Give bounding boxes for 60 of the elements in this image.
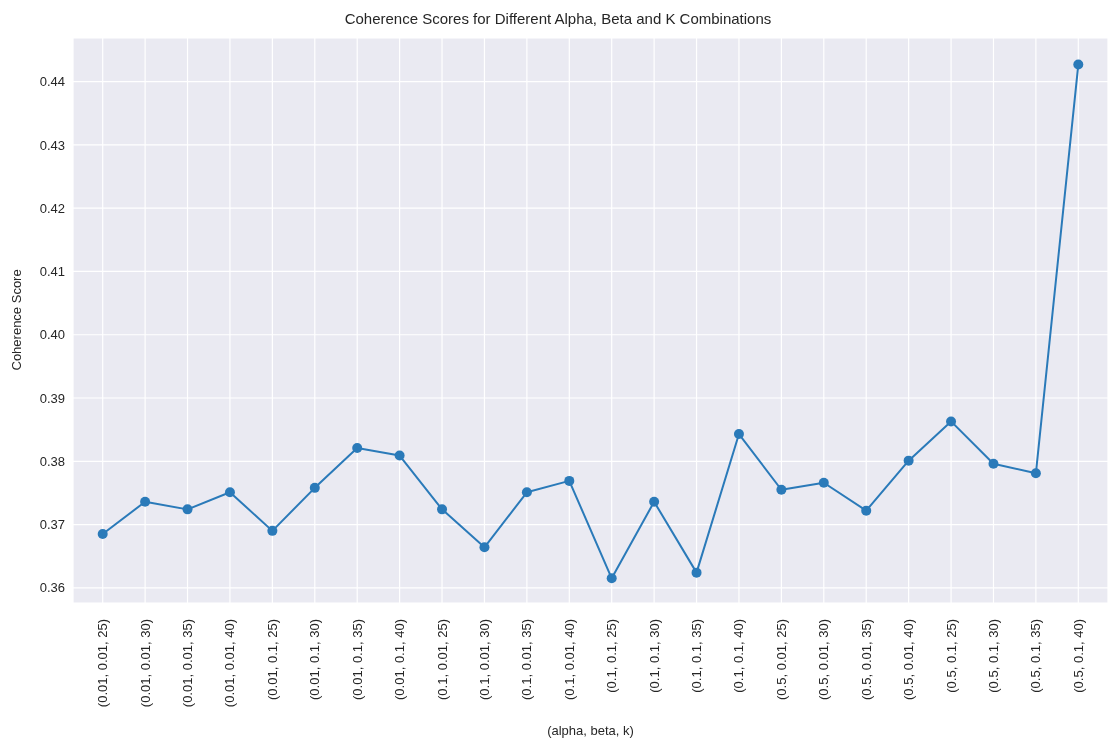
x-tick-label: (0.1, 0.01, 25) <box>434 619 450 700</box>
point <box>691 567 702 578</box>
x-tick-label: (0.5, 0.1, 40) <box>1070 619 1086 693</box>
chart-title: Coherence Scores for Different Alpha, Beta and K Combinations <box>343 9 773 29</box>
point <box>182 504 193 515</box>
point <box>988 458 999 469</box>
point <box>97 529 108 540</box>
point <box>606 573 617 584</box>
point <box>267 525 278 536</box>
x-tick-label: (0.01, 0.01, 30) <box>137 619 153 708</box>
point <box>437 504 448 515</box>
x-tick-label: (0.1, 0.1, 35) <box>689 619 705 693</box>
x-tick-label: (0.01, 0.01, 25) <box>95 619 111 708</box>
y-tick-label: 0.36 <box>39 580 65 596</box>
x-tick-label: (0.5, 0.01, 35) <box>858 619 874 700</box>
y-tick-label: 0.41 <box>39 264 65 280</box>
point <box>903 455 914 466</box>
x-tick-label: (0.1, 0.01, 30) <box>476 619 492 700</box>
y-axis-title: Coherence Score <box>8 269 24 371</box>
x-tick-label: (0.5, 0.1, 30) <box>985 619 1001 693</box>
point <box>394 450 405 461</box>
point <box>352 442 363 453</box>
point <box>140 496 151 507</box>
x-tick-label: (0.01, 0.01, 40) <box>222 619 238 708</box>
point <box>224 487 235 498</box>
x-tick-label: (0.5, 0.01, 30) <box>816 619 832 700</box>
x-tick-label: (0.01, 0.01, 35) <box>180 619 196 708</box>
x-tick-label: (0.5, 0.01, 40) <box>901 619 917 700</box>
y-tick-label: 0.42 <box>39 200 65 216</box>
point <box>861 505 872 516</box>
point <box>776 484 787 495</box>
point <box>479 542 490 553</box>
x-tick-label: (0.1, 0.1, 25) <box>604 619 620 693</box>
point <box>309 482 320 493</box>
x-tick-label: (0.1, 0.1, 40) <box>731 619 747 693</box>
x-tick-label: (0.01, 0.1, 30) <box>307 619 323 700</box>
x-tick-label: (0.5, 0.1, 25) <box>943 619 959 693</box>
y-tick-label: 0.37 <box>39 517 65 533</box>
y-tick-label: 0.44 <box>39 74 65 90</box>
point <box>733 429 744 440</box>
x-tick-label: (0.1, 0.01, 35) <box>519 619 535 700</box>
point <box>818 477 829 488</box>
point <box>521 487 532 498</box>
point <box>1073 59 1084 70</box>
point <box>946 416 957 427</box>
point <box>649 496 660 507</box>
x-tick-label: (0.5, 0.1, 35) <box>1028 619 1044 693</box>
x-axis-title: (alpha, beta, k) <box>547 723 634 738</box>
x-tick-label: (0.01, 0.1, 25) <box>264 619 280 700</box>
point <box>1030 468 1041 479</box>
x-tick-label: (0.1, 0.1, 30) <box>646 619 662 693</box>
x-tick-label: (0.01, 0.1, 35) <box>349 619 365 700</box>
point <box>564 475 575 486</box>
y-tick-label: 0.39 <box>39 390 65 406</box>
x-tick-label: (0.5, 0.01, 25) <box>773 619 789 700</box>
x-tick-label: (0.1, 0.01, 40) <box>561 619 577 700</box>
y-tick-label: 0.43 <box>39 137 65 153</box>
y-tick-label: 0.38 <box>39 453 65 469</box>
x-tick-label: (0.01, 0.1, 40) <box>392 619 408 700</box>
y-tick-label: 0.40 <box>39 327 65 343</box>
